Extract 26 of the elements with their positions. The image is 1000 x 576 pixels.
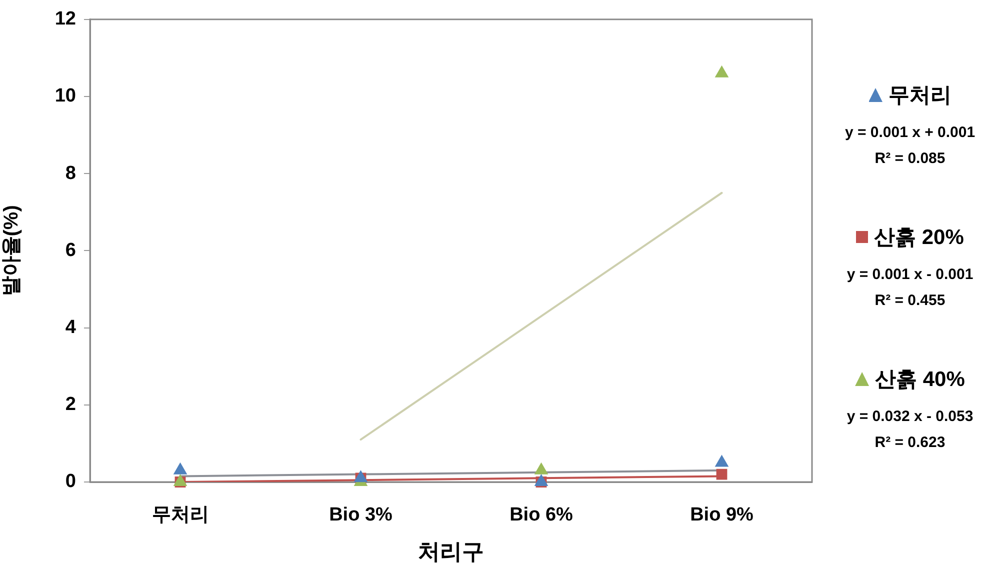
x-tick-label: Bio 6%	[510, 504, 574, 526]
point	[715, 455, 728, 467]
x-axis-title: 처리구	[418, 538, 484, 564]
y-axis-title: 발아율(%)	[0, 205, 23, 296]
point	[715, 66, 728, 78]
x-tick-label: Bio 9%	[690, 504, 754, 526]
y-tick-label: 4	[65, 317, 76, 338]
text: R² = 0.455	[874, 291, 946, 311]
y-tick-label: 0	[65, 471, 76, 492]
x-tick-label: Bio 3%	[329, 504, 393, 526]
text: R² = 0.623	[874, 433, 946, 453]
legend-label: 산흙 40%	[875, 367, 965, 393]
y-tick-label: 6	[65, 240, 76, 261]
y-tick-label: 10	[54, 86, 76, 107]
y-tick-label: 8	[65, 162, 76, 184]
text: y = 0.001 x + 0.001	[844, 123, 976, 143]
point	[534, 462, 548, 474]
text: R² = 0.085	[874, 149, 946, 169]
text: y = 0.032 x - 0.053	[846, 407, 974, 427]
legend-label: 무처리	[888, 83, 952, 109]
y-tick-label: 2	[65, 394, 76, 416]
point	[174, 462, 187, 474]
x-tick-label: 무처리	[152, 504, 209, 526]
text: y = 0.001 x - 0.001	[846, 265, 974, 285]
legend-label: 산흙 20%	[874, 225, 964, 251]
y-tick-label: 12	[54, 8, 76, 30]
